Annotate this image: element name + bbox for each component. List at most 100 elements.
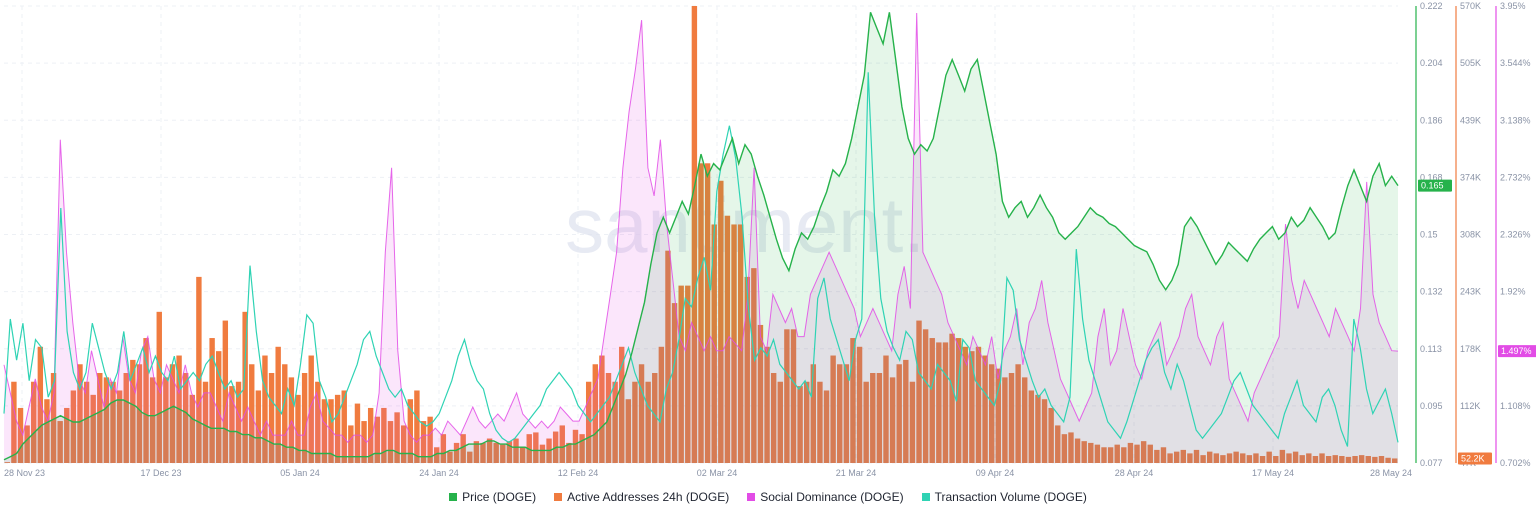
price-line: [3, 12, 1399, 461]
active-addresses-bar: [863, 381, 869, 463]
active-addresses-bar: [182, 372, 189, 463]
active-addresses-bar: [889, 377, 896, 463]
active-addresses-bar: [850, 338, 856, 463]
active-addresses-bar: [1319, 453, 1325, 463]
x-tick-label: 02 Mar 24: [697, 468, 738, 478]
active-addresses-bar: [652, 372, 658, 463]
active-addresses-bar: [585, 381, 592, 463]
social-dominance-tick-label: 3.138%: [1500, 115, 1531, 125]
active-addresses-bar: [196, 276, 202, 463]
active-addresses-bar: [995, 368, 1002, 463]
active-addresses-bar: [1365, 456, 1371, 463]
active-addresses-bar: [817, 381, 823, 463]
x-tick-label: 24 Jan 24: [419, 468, 459, 478]
active-addresses-bar: [64, 407, 70, 463]
active-addresses-bar: [77, 364, 83, 463]
active-addresses-bar: [1035, 394, 1041, 463]
active-addresses-bar: [625, 399, 632, 463]
active-addresses-bar: [1246, 455, 1253, 463]
legend-label: Social Dominance (DOGE): [760, 490, 904, 504]
legend-label: Price (DOGE): [462, 490, 537, 504]
active-addresses-bar: [354, 403, 361, 463]
x-tick-label: 28 Apr 24: [1115, 468, 1154, 478]
legend-item[interactable]: Active Addresses 24h (DOGE): [554, 490, 729, 504]
active-addresses-bar: [149, 377, 156, 463]
active-addresses-bar: [1259, 456, 1266, 463]
x-tick-label: 17 Dec 23: [140, 468, 181, 478]
price-tick-label: 0.15: [1420, 230, 1438, 240]
active-addresses-bar: [764, 346, 770, 463]
active-addresses-bar: [473, 441, 480, 463]
active-addresses-bar: [11, 381, 17, 463]
active-addresses-bar: [1187, 453, 1193, 463]
active-addresses-bar: [268, 372, 275, 463]
active-addresses-bar: [500, 444, 506, 463]
active-addresses-bar: [916, 320, 922, 463]
legend-item[interactable]: Transaction Volume (DOGE): [921, 490, 1087, 504]
price-area: [4, 12, 1398, 464]
x-tick-label: 21 Mar 24: [836, 468, 877, 478]
active-addresses-bar: [334, 394, 341, 463]
active-addresses-bar: [506, 441, 513, 463]
active-addresses-bar: [31, 381, 37, 463]
active-addresses-bar: [1173, 451, 1180, 463]
active-addresses-bar: [130, 359, 136, 463]
active-addresses-bar: [229, 386, 235, 463]
active-addresses-bar: [949, 333, 955, 463]
active-addresses-bar: [202, 381, 209, 463]
active-addresses-bar: [301, 372, 308, 463]
active-addresses-bar: [632, 381, 638, 463]
legend-item[interactable]: Price (DOGE): [449, 490, 536, 504]
active-addresses-bar: [1266, 451, 1272, 463]
active-addresses-bar: [922, 329, 929, 463]
active-addresses-bar: [665, 250, 671, 463]
active-addresses-bar: [790, 329, 797, 463]
active-addresses-bar: [1391, 458, 1398, 463]
active-addresses-bar: [480, 442, 486, 463]
active-addresses-bar: [988, 364, 995, 463]
price-tick-label: 0.132: [1420, 287, 1443, 297]
x-tick-label: 28 May 24: [1370, 468, 1412, 478]
social-dominance-tick-label: 2.326%: [1500, 230, 1531, 240]
social-dominance-tick-label: 1.108%: [1500, 401, 1531, 411]
active-addresses-bar: [37, 346, 44, 463]
active-addresses-bar: [1306, 453, 1312, 463]
price-current-badge: [1418, 179, 1452, 192]
active-addresses-bar: [420, 421, 427, 463]
active-addresses-bar: [804, 381, 810, 463]
active-addresses-bar: [784, 329, 790, 463]
active-addresses-bar: [731, 224, 737, 463]
active-addresses-bar: [282, 364, 288, 463]
active-addresses-bar: [1022, 377, 1028, 463]
active-addresses-bar: [447, 451, 453, 463]
active-addresses-bar: [1048, 407, 1054, 463]
active-addresses-bar: [275, 346, 281, 463]
active-addresses-bar: [235, 381, 242, 463]
active-addresses-bar: [1378, 456, 1385, 463]
active-addresses-bar: [156, 311, 162, 463]
active-addresses-bar: [1008, 372, 1015, 463]
active-addresses-bar: [308, 355, 314, 463]
active-addresses-bar: [367, 407, 374, 463]
active-addresses-bar: [1160, 447, 1167, 463]
active-addresses-tick-label: 374K: [1460, 172, 1481, 182]
active-addresses-bar: [123, 372, 129, 463]
legend-item[interactable]: Social Dominance (DOGE): [747, 490, 904, 504]
active-addresses-bar: [579, 434, 585, 463]
active-addresses-bar: [1101, 447, 1107, 463]
active-addresses-bar: [678, 285, 684, 463]
active-addresses-bar: [797, 386, 803, 463]
active-addresses-bar: [163, 377, 169, 463]
active-addresses-bar: [770, 372, 777, 463]
active-addresses-bar: [955, 338, 962, 463]
legend-label: Active Addresses 24h (DOGE): [567, 490, 730, 504]
active-addresses-bar: [896, 364, 902, 463]
active-addresses-bar: [1325, 456, 1332, 463]
active-addresses-bar: [1226, 453, 1233, 463]
social-dominance-tick-label: 3.95%: [1500, 1, 1526, 11]
active-addresses-bar: [315, 381, 321, 463]
x-tick-label: 05 Jan 24: [280, 468, 320, 478]
active-addresses-tick-label: 439K: [1460, 115, 1481, 125]
active-addresses-bar: [110, 381, 116, 463]
active-addresses-bar: [1253, 453, 1259, 463]
